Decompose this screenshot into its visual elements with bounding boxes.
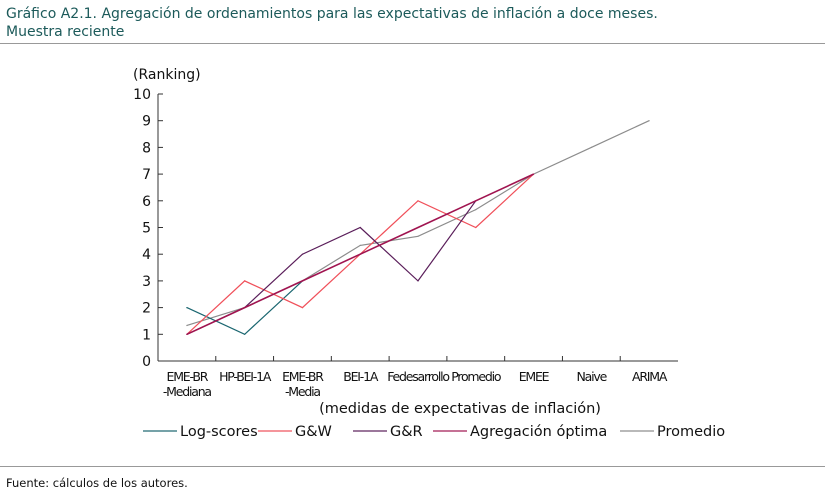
x-tick-label: ARIMA xyxy=(632,369,668,384)
x-tick-label: -Media xyxy=(285,384,320,399)
x-tick-label: EME-BR xyxy=(167,369,209,384)
data-point xyxy=(186,324,188,327)
data-point xyxy=(244,307,246,309)
x-tick-label: Fedesarrollo xyxy=(387,369,449,384)
data-point xyxy=(417,226,419,229)
data-point xyxy=(590,146,592,148)
data-point xyxy=(359,226,361,229)
data-point xyxy=(417,200,419,202)
top-divider xyxy=(0,43,825,44)
y-tick-label: 10 xyxy=(133,87,151,103)
data-point xyxy=(417,280,419,282)
legend-label: G&R xyxy=(390,424,423,440)
x-tick-label: -Mediana xyxy=(163,384,212,399)
data-point xyxy=(359,253,361,255)
y-tick-label: 6 xyxy=(142,194,151,210)
x-tick-label: Promedio xyxy=(451,369,501,384)
data-point xyxy=(244,280,246,282)
data-point xyxy=(359,244,361,246)
x-tick-label: Naive xyxy=(577,369,608,384)
legend-label: G&W xyxy=(295,424,332,440)
y-tick-label: 8 xyxy=(142,140,151,156)
data-point xyxy=(475,200,477,202)
y-tick-label: 1 xyxy=(142,327,151,343)
source-note: Fuente: cálculos de los autores. xyxy=(6,476,188,490)
x-tick-label: EME-BR xyxy=(282,369,324,384)
data-point xyxy=(186,333,188,335)
bottom-divider xyxy=(0,466,825,467)
data-point xyxy=(475,226,477,229)
data-point xyxy=(648,120,650,122)
title-line-2: Muestra reciente xyxy=(6,24,125,40)
data-point xyxy=(186,307,188,309)
data-point xyxy=(301,280,304,282)
legend-label: Log-scores xyxy=(180,424,258,440)
chart-title: Gráfico A2.1. Agregación de ordenamiento… xyxy=(6,5,658,41)
y-tick-label: 0 xyxy=(142,354,151,370)
legend-label: Agregación óptima xyxy=(470,424,607,440)
y-tick-label: 9 xyxy=(142,114,151,130)
data-point xyxy=(244,333,246,335)
data-point xyxy=(532,173,535,175)
title-line-1: Gráfico A2.1. Agregación de ordenamiento… xyxy=(6,6,658,22)
data-point xyxy=(301,253,304,255)
x-axis-label: (medidas de expectativas de inflación) xyxy=(319,401,601,417)
y-tick-label: 5 xyxy=(142,221,151,237)
line-chart: 012345678910(Ranking)EME-BR-MedianaHP-BE… xyxy=(133,67,725,440)
y-tick-label: 4 xyxy=(142,247,151,263)
x-tick-label: BEI-1A xyxy=(343,369,379,384)
data-point xyxy=(301,307,304,309)
data-point xyxy=(475,209,477,211)
y-tick-label: 3 xyxy=(142,274,151,290)
data-point xyxy=(417,235,419,237)
y-tick-label: 7 xyxy=(142,167,151,183)
y-tick-label: 2 xyxy=(142,301,151,317)
series-line-promedio xyxy=(186,120,650,327)
x-tick-label: EMEE xyxy=(519,369,550,384)
x-tick-label: HP-BEI-1A xyxy=(219,369,272,384)
y-axis-label: (Ranking) xyxy=(133,67,201,83)
legend-label: Promedio xyxy=(657,424,725,440)
